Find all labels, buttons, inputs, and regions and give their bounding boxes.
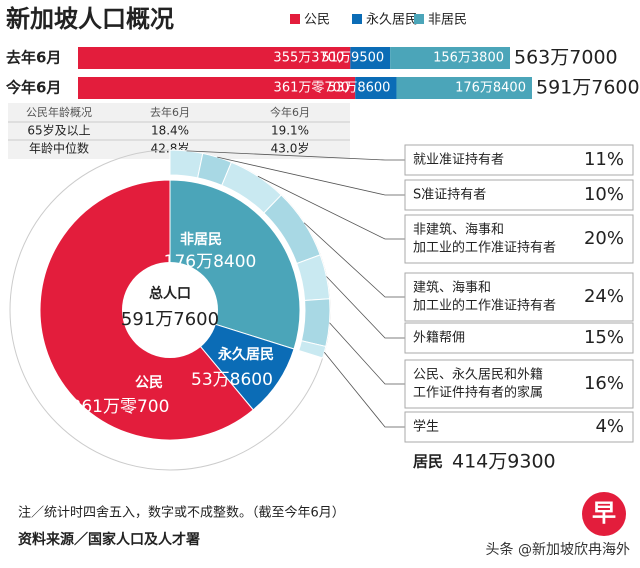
legend-swatch <box>414 14 424 24</box>
bar-label: 今年6月 <box>5 79 61 97</box>
legend-swatch <box>352 14 362 24</box>
center-disc <box>122 262 218 358</box>
watermark: 头条 @新加坡欣冉海外 <box>486 541 630 558</box>
residents-name: 居民 <box>413 453 443 471</box>
breakdown-name: 就业准证持有者 <box>413 153 504 168</box>
breakdown-box <box>404 214 634 264</box>
breakdown-value: 15% <box>584 327 624 348</box>
segment-label: 361万零700 <box>71 397 170 417</box>
table-cell: 43.0岁 <box>271 141 310 156</box>
breakdown-name: 工作证件持有者的家属 <box>413 385 543 401</box>
bar-total: 591万7600 <box>536 77 640 99</box>
breakdown-name: 外籍帮佣 <box>413 330 465 346</box>
legend-label: 公民 <box>304 13 330 28</box>
bar-segment <box>78 77 356 99</box>
ring-segment <box>298 340 327 359</box>
bar-segment <box>390 47 510 69</box>
legend-swatch <box>290 14 300 24</box>
residents-label: 414万9300 <box>452 451 556 473</box>
breakdown-name: 建筑、海事和 <box>413 280 491 296</box>
breakdown-name: 加工业的工作准证持有者 <box>413 298 556 314</box>
breakdown-box <box>404 144 634 176</box>
bar-segment <box>396 77 532 99</box>
ring-segment <box>169 149 204 179</box>
segment-name: 公民 <box>135 375 163 391</box>
bar-value-label: 355万3700 <box>273 51 344 66</box>
breakdown-value: 4% <box>595 416 624 437</box>
breakdown-box <box>404 179 634 211</box>
bar-value-label: 51万9500 <box>322 51 385 66</box>
table-header: 去年6月 <box>150 105 190 119</box>
breakdown-box <box>404 359 634 409</box>
table-header: 今年6月 <box>270 105 310 119</box>
bar-label: 去年6月 <box>6 49 61 67</box>
center-label: 591万7600 <box>121 309 219 330</box>
segment-name: 非居民 <box>180 231 222 248</box>
bar-segment <box>78 47 351 69</box>
connector <box>329 322 405 385</box>
note: 注／统计时四舍五入，数字或不成整数。（截至今年6月） <box>18 505 345 521</box>
bar-value-label: 361万零700 <box>274 81 350 96</box>
breakdown-value: 16% <box>584 373 624 394</box>
table-cell: 19.1% <box>271 124 309 138</box>
table-cell: 18.4% <box>151 124 189 138</box>
table-cell: 65岁及以上 <box>27 123 90 138</box>
connector <box>324 352 405 428</box>
center-title: 总人口 <box>149 285 191 302</box>
connector <box>303 222 405 298</box>
breakdown-box <box>404 411 634 443</box>
source: 资料来源／国家人口及人才署 <box>18 531 200 548</box>
breakdown-name: 学生 <box>413 419 439 435</box>
segment-name: 永久居民 <box>217 346 274 363</box>
table-cell: 年龄中位数 <box>29 141 89 156</box>
bar-total: 563万7000 <box>514 47 618 69</box>
breakdown-value: 20% <box>584 228 624 249</box>
bar-segment <box>355 77 397 99</box>
breakdown-value: 10% <box>584 184 624 205</box>
bar-value-label: 156万3800 <box>433 51 504 66</box>
ring-segment <box>300 298 331 348</box>
bar-segment <box>350 47 391 69</box>
breakdown-name: S准证持有者 <box>413 188 486 203</box>
breakdown-name: 公民、永久居民和外籍 <box>413 367 543 383</box>
connector <box>186 150 405 161</box>
connector <box>326 276 405 339</box>
title: 新加坡人口概况 <box>6 5 174 33</box>
bar-value-label: 176万8400 <box>455 81 526 96</box>
connector <box>257 175 405 240</box>
ring-segment <box>296 254 331 302</box>
table-bg <box>8 103 350 159</box>
legend-label: 非居民 <box>428 13 467 28</box>
breakdown-box <box>404 322 634 354</box>
connector <box>217 156 405 196</box>
breakdown-name: 加工业的工作准证持有者 <box>413 240 556 256</box>
bar-value-label: 53万8600 <box>328 81 391 96</box>
breakdown-value: 24% <box>584 286 624 307</box>
table-header: 公民年龄概况 <box>26 105 92 119</box>
legend-label: 永久居民 <box>366 13 418 28</box>
logo-badge <box>582 492 626 536</box>
segment-label: 53万8600 <box>191 370 273 390</box>
breakdown-value: 11% <box>584 149 624 170</box>
logo: 早 <box>592 499 616 527</box>
breakdown-box <box>404 272 634 322</box>
breakdown-name: 非建筑、海事和 <box>413 222 504 238</box>
